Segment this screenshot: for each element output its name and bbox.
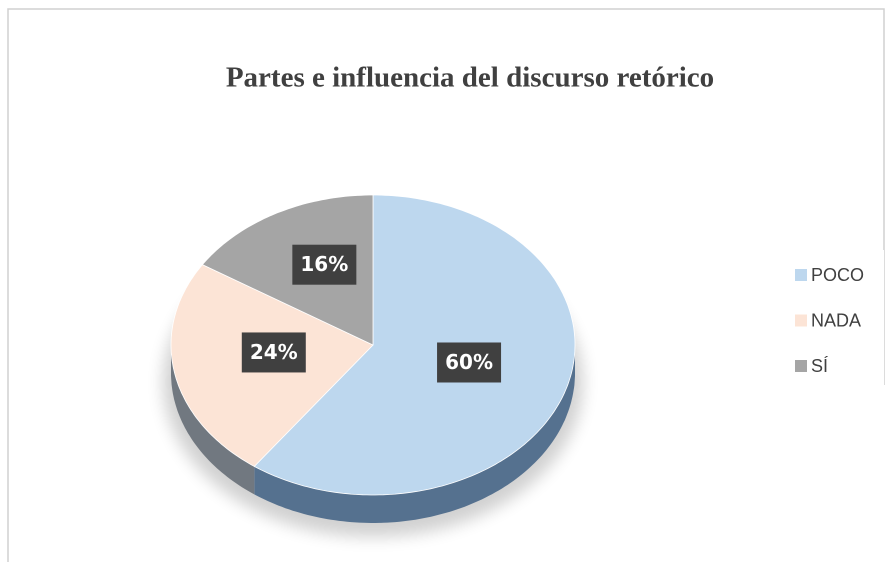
data-label-box [437, 342, 502, 383]
legend-label: NADA [811, 310, 861, 330]
chart-border [7, 8, 885, 562]
pie: 60% 24% 16% [170, 194, 576, 523]
data-label-box [241, 332, 306, 373]
legend: POCO NADA SÍ [795, 265, 864, 376]
legend-swatch [795, 360, 807, 372]
legend-swatch [795, 269, 807, 281]
pie-slice-side [254, 345, 576, 523]
legend-swatch [795, 314, 807, 327]
pie-slice-side [171, 345, 255, 495]
data-label-box [292, 244, 357, 285]
data-label: 16% [300, 252, 348, 276]
data-label: 60% [445, 350, 493, 374]
legend-label: POCO [811, 265, 864, 285]
pie-slice [201, 194, 374, 346]
pie-slice [253, 194, 576, 496]
legend-label: SÍ [811, 356, 828, 376]
chart-title: Partes e influencia del discurso retóric… [226, 62, 714, 94]
data-label: 24% [250, 340, 298, 364]
